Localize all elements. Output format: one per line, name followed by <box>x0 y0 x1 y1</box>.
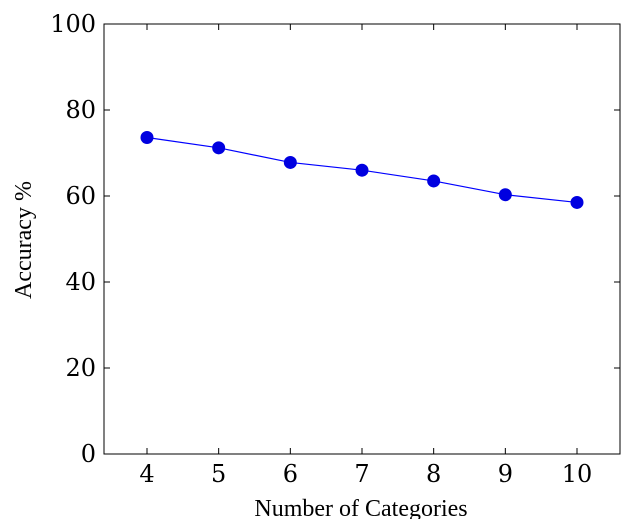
y-tick-label: 80 <box>65 96 96 124</box>
y-tick-label: 60 <box>65 182 96 210</box>
data-point <box>570 195 584 209</box>
data-point <box>498 188 512 202</box>
series-group <box>140 131 584 209</box>
x-tick-label: 5 <box>211 460 226 488</box>
x-tick-label: 6 <box>283 460 298 488</box>
x-tick-label: 8 <box>426 460 441 488</box>
x-tick-label: 4 <box>139 460 154 488</box>
y-tick-label: 100 <box>50 10 96 38</box>
y-axis-title: Accuracy % <box>11 181 37 299</box>
plot-border <box>103 23 621 455</box>
data-point <box>212 141 226 155</box>
y-axis-ticks: 0 20 40 60 80 100 <box>50 10 620 468</box>
data-point <box>140 131 154 145</box>
y-tick-label: 40 <box>65 268 96 296</box>
data-point <box>283 155 297 169</box>
x-axis-ticks: 4 5 6 7 8 9 10 <box>139 24 592 488</box>
x-tick-label: 9 <box>498 460 513 488</box>
plot-frame <box>103 23 621 455</box>
x-axis-title: Number of Categories <box>254 496 467 519</box>
x-tick-label: 10 <box>562 460 593 488</box>
y-tick-label: 20 <box>65 354 96 382</box>
data-point <box>355 163 369 177</box>
data-point <box>427 174 441 188</box>
y-tick-label: 0 <box>81 440 96 468</box>
x-tick-label: 7 <box>354 460 369 488</box>
